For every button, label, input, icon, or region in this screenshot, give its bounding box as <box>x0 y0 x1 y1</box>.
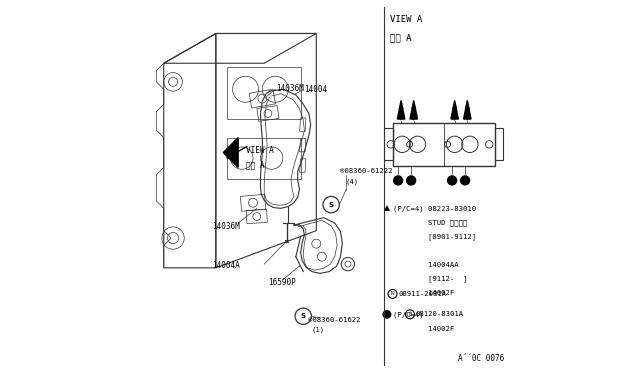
Text: 14004AA: 14004AA <box>392 262 458 268</box>
Text: B: B <box>408 312 412 317</box>
Text: STUD スタッド: STUD スタッド <box>392 219 467 226</box>
Text: 14036M: 14036M <box>276 84 304 93</box>
Text: 08120-8301A: 08120-8301A <box>415 311 463 317</box>
Bar <box>384 128 392 160</box>
Circle shape <box>383 311 390 318</box>
Polygon shape <box>410 100 417 119</box>
Polygon shape <box>451 100 458 119</box>
Text: 14036M: 14036M <box>212 222 240 231</box>
Text: 14002F: 14002F <box>392 290 454 296</box>
Text: 14002F: 14002F <box>392 326 454 332</box>
Circle shape <box>461 176 470 185</box>
Text: 16590P: 16590P <box>268 278 296 287</box>
Polygon shape <box>463 100 471 119</box>
Text: (4): (4) <box>346 178 358 185</box>
Bar <box>495 128 504 160</box>
Text: VIEW A: VIEW A <box>246 146 273 155</box>
Text: 矢視 A: 矢視 A <box>246 160 264 169</box>
Text: S: S <box>329 202 333 208</box>
Text: 14004A: 14004A <box>212 262 240 270</box>
Circle shape <box>447 176 456 185</box>
Circle shape <box>394 176 403 185</box>
Text: VIEW A: VIEW A <box>390 15 422 24</box>
Text: A´´0C 0076: A´´0C 0076 <box>458 354 504 363</box>
Text: N: N <box>390 291 394 296</box>
Text: 矢視 A: 矢視 A <box>390 33 411 42</box>
Text: ®08360-61622: ®08360-61622 <box>308 317 360 323</box>
Circle shape <box>406 176 415 185</box>
Polygon shape <box>397 100 405 119</box>
Text: 08911-2081A: 08911-2081A <box>399 291 447 297</box>
Bar <box>392 123 495 166</box>
Text: [9112-  ]: [9112- ] <box>392 276 467 282</box>
Text: 14004: 14004 <box>305 85 328 94</box>
Text: (P/C=4) 08223-83010: (P/C=4) 08223-83010 <box>392 205 476 212</box>
Polygon shape <box>223 138 238 167</box>
Text: (P/C=4): (P/C=4) <box>392 311 428 318</box>
Text: (1): (1) <box>312 327 325 333</box>
Text: ®08360-61222: ®08360-61222 <box>340 168 393 174</box>
Text: S: S <box>301 313 306 319</box>
Text: [8901-9112]: [8901-9112] <box>392 233 476 240</box>
